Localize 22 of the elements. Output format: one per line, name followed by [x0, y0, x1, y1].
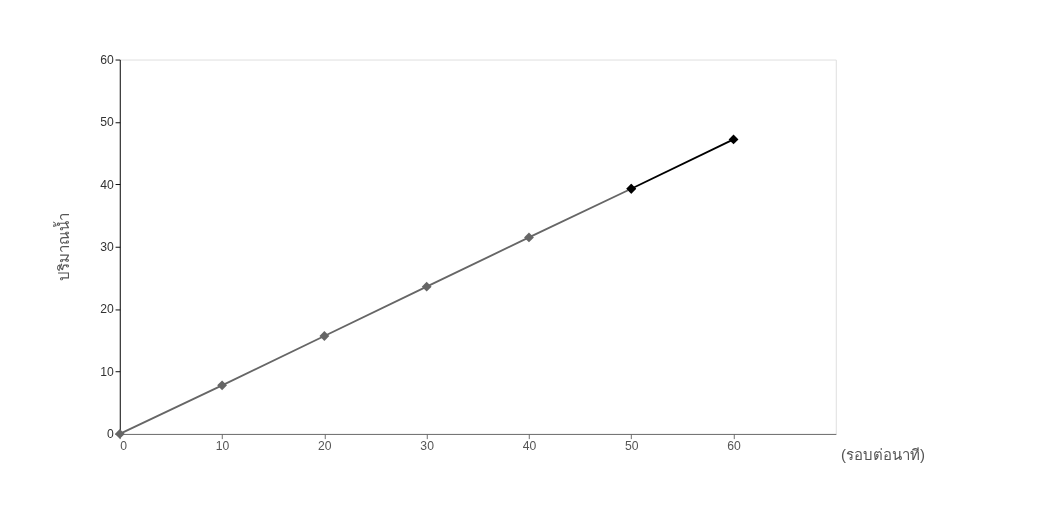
x-tick-label: 20: [318, 439, 332, 454]
y-tick-label: 60: [100, 52, 114, 67]
x-tick-label: 10: [215, 439, 230, 454]
y-tick-label: 20: [100, 302, 114, 317]
y-axis-title: ปริมาณน้ำ: [53, 213, 73, 282]
x-tick-label: 60: [727, 439, 741, 454]
y-tick-label: 50: [100, 115, 114, 130]
x-tick-label: 0: [120, 439, 128, 454]
x-tick-label: 40: [522, 439, 537, 454]
y-tick-label: 10: [100, 364, 114, 379]
y-tick-label: 30: [100, 239, 114, 254]
x-tick-label: 30: [420, 439, 435, 454]
point: [524, 232, 534, 243]
point: [728, 134, 739, 145]
x-axis-title: (รอบต่อนาที): [840, 445, 925, 463]
point: [421, 281, 432, 292]
point: [217, 380, 227, 391]
point: [114, 429, 125, 439]
y-tick-label: 40: [100, 177, 114, 192]
x-tick-label: 50: [624, 439, 639, 454]
point: [319, 331, 330, 341]
y-tick-label: 0: [106, 427, 114, 442]
